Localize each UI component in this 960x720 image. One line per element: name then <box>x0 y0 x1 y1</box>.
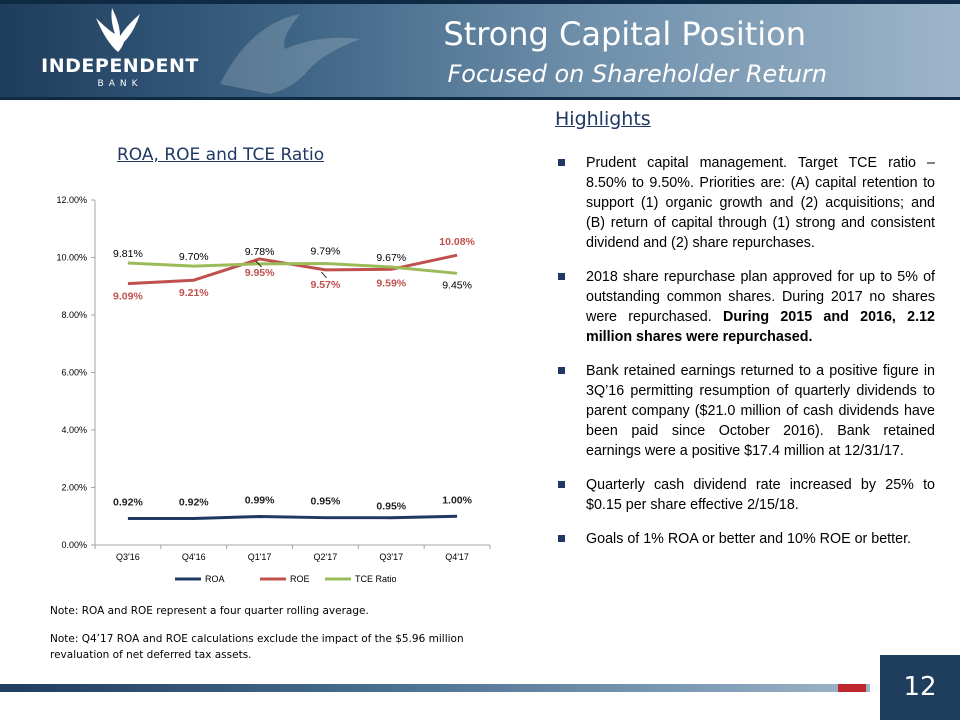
highlight-text: Goals of 1% ROA or better and 10% ROE or… <box>586 531 912 547</box>
highlight-item: Goals of 1% ROA or better and 10% ROE or… <box>555 529 935 549</box>
roe-data-label: 9.59% <box>376 277 406 289</box>
legend-label: ROE <box>290 574 310 584</box>
roa-data-label: 0.99% <box>245 495 275 507</box>
chart-title: ROA, ROE and TCE Ratio <box>117 145 325 165</box>
y-tick-label: 8.00% <box>61 310 87 320</box>
label-leader-line <box>321 271 327 279</box>
bank-logo: INDEPENDENT BANK <box>30 8 210 96</box>
x-tick-label: Q1'17 <box>248 552 272 562</box>
highlight-item: 2018 share repurchase plan approved for … <box>555 267 935 347</box>
roa-data-label: 1.00% <box>442 494 472 506</box>
highlight-item: Quarterly cash dividend rate increased b… <box>555 475 935 515</box>
y-tick-label: 4.00% <box>61 425 87 435</box>
highlight-text: Prudent capital management. Target TCE r… <box>586 155 935 251</box>
y-tick-label: 6.00% <box>61 368 87 378</box>
page-number-box <box>880 655 960 720</box>
square-bullet-icon <box>558 159 565 166</box>
x-tick-label: Q4'17 <box>445 552 469 562</box>
header-top-stripe <box>0 0 960 4</box>
page-number: 12 <box>903 672 937 702</box>
highlight-item: Prudent capital management. Target TCE r… <box>555 153 935 253</box>
slide-subtitle: Focused on Shareholder Return <box>447 60 827 88</box>
roe-data-label: 10.08% <box>439 236 475 248</box>
tce-data-label: 9.70% <box>179 251 209 263</box>
roe-data-label: 9.57% <box>311 279 341 291</box>
label-leader-line <box>255 260 262 268</box>
slide-title: Strong Capital Position <box>443 15 806 53</box>
highlights-title: Highlights <box>555 108 651 130</box>
highlights-list: Prudent capital management. Target TCE r… <box>555 153 935 563</box>
tce-data-label: 9.81% <box>113 248 143 260</box>
logo-subtext: BANK <box>97 79 143 89</box>
header-bottom-stripe <box>0 97 960 100</box>
highlight-text: Quarterly cash dividend rate increased b… <box>586 477 935 513</box>
roa-data-label: 0.92% <box>113 497 143 509</box>
tce-data-label: 9.45% <box>442 279 472 291</box>
x-tick-label: Q3'17 <box>379 552 403 562</box>
y-tick-label: 10.00% <box>56 253 87 263</box>
roa-data-label: 0.95% <box>376 501 406 513</box>
series-line-roa <box>127 514 458 521</box>
tce-data-label: 9.67% <box>376 252 406 264</box>
legend-label: TCE Ratio <box>355 574 397 584</box>
roa-data-label: 0.92% <box>179 497 209 509</box>
highlight-text: 2018 share repurchase plan approved for … <box>586 269 935 325</box>
header-band: INDEPENDENT BANK Strong Capital Position… <box>0 0 960 100</box>
footer-accent <box>838 684 866 692</box>
roe-data-label: 9.09% <box>113 291 143 303</box>
y-tick-label: 0.00% <box>61 540 87 550</box>
roe-data-label: 9.95% <box>245 267 275 279</box>
square-bullet-icon <box>558 367 565 374</box>
x-tick-label: Q2'17 <box>314 552 338 562</box>
y-tick-label: 2.00% <box>61 483 87 493</box>
highlight-item: Bank retained earnings returned to a pos… <box>555 361 935 461</box>
series-line-tce-ratio <box>127 261 458 275</box>
x-tick-label: Q4'16 <box>182 552 206 562</box>
footer-bar <box>0 684 870 692</box>
x-tick-label: Q3'16 <box>116 552 140 562</box>
eagle-logo-icon <box>96 8 140 52</box>
tce-data-label: 9.78% <box>245 246 275 258</box>
logo-name: INDEPENDENT <box>41 55 199 77</box>
note-tax-assets: Note: Q4’17 ROA and ROE calculations exc… <box>50 633 464 661</box>
highlight-bold-text: During 2015 and 2016, 2.12 million share… <box>586 309 935 345</box>
square-bullet-icon <box>558 481 565 488</box>
square-bullet-icon <box>558 273 565 280</box>
roe-data-label: 9.21% <box>179 287 209 299</box>
note-rolling-average: Note: ROA and ROE represent a four quart… <box>50 605 369 617</box>
eagle-watermark-icon <box>220 14 360 94</box>
y-tick-label: 12.00% <box>56 195 87 205</box>
tce-data-label: 9.79% <box>311 246 341 258</box>
highlight-text: Bank retained earnings returned to a pos… <box>586 363 935 459</box>
legend-label: ROA <box>205 574 225 584</box>
chart-notes: Note: ROA and ROE represent a four quart… <box>50 603 510 675</box>
roa-data-label: 0.95% <box>311 496 341 508</box>
line-chart: 0.00% 2.00% 4.00% 6.00% 8.00% 10.00% 12.00% Q3'… <box>56 195 491 584</box>
square-bullet-icon <box>558 535 565 542</box>
